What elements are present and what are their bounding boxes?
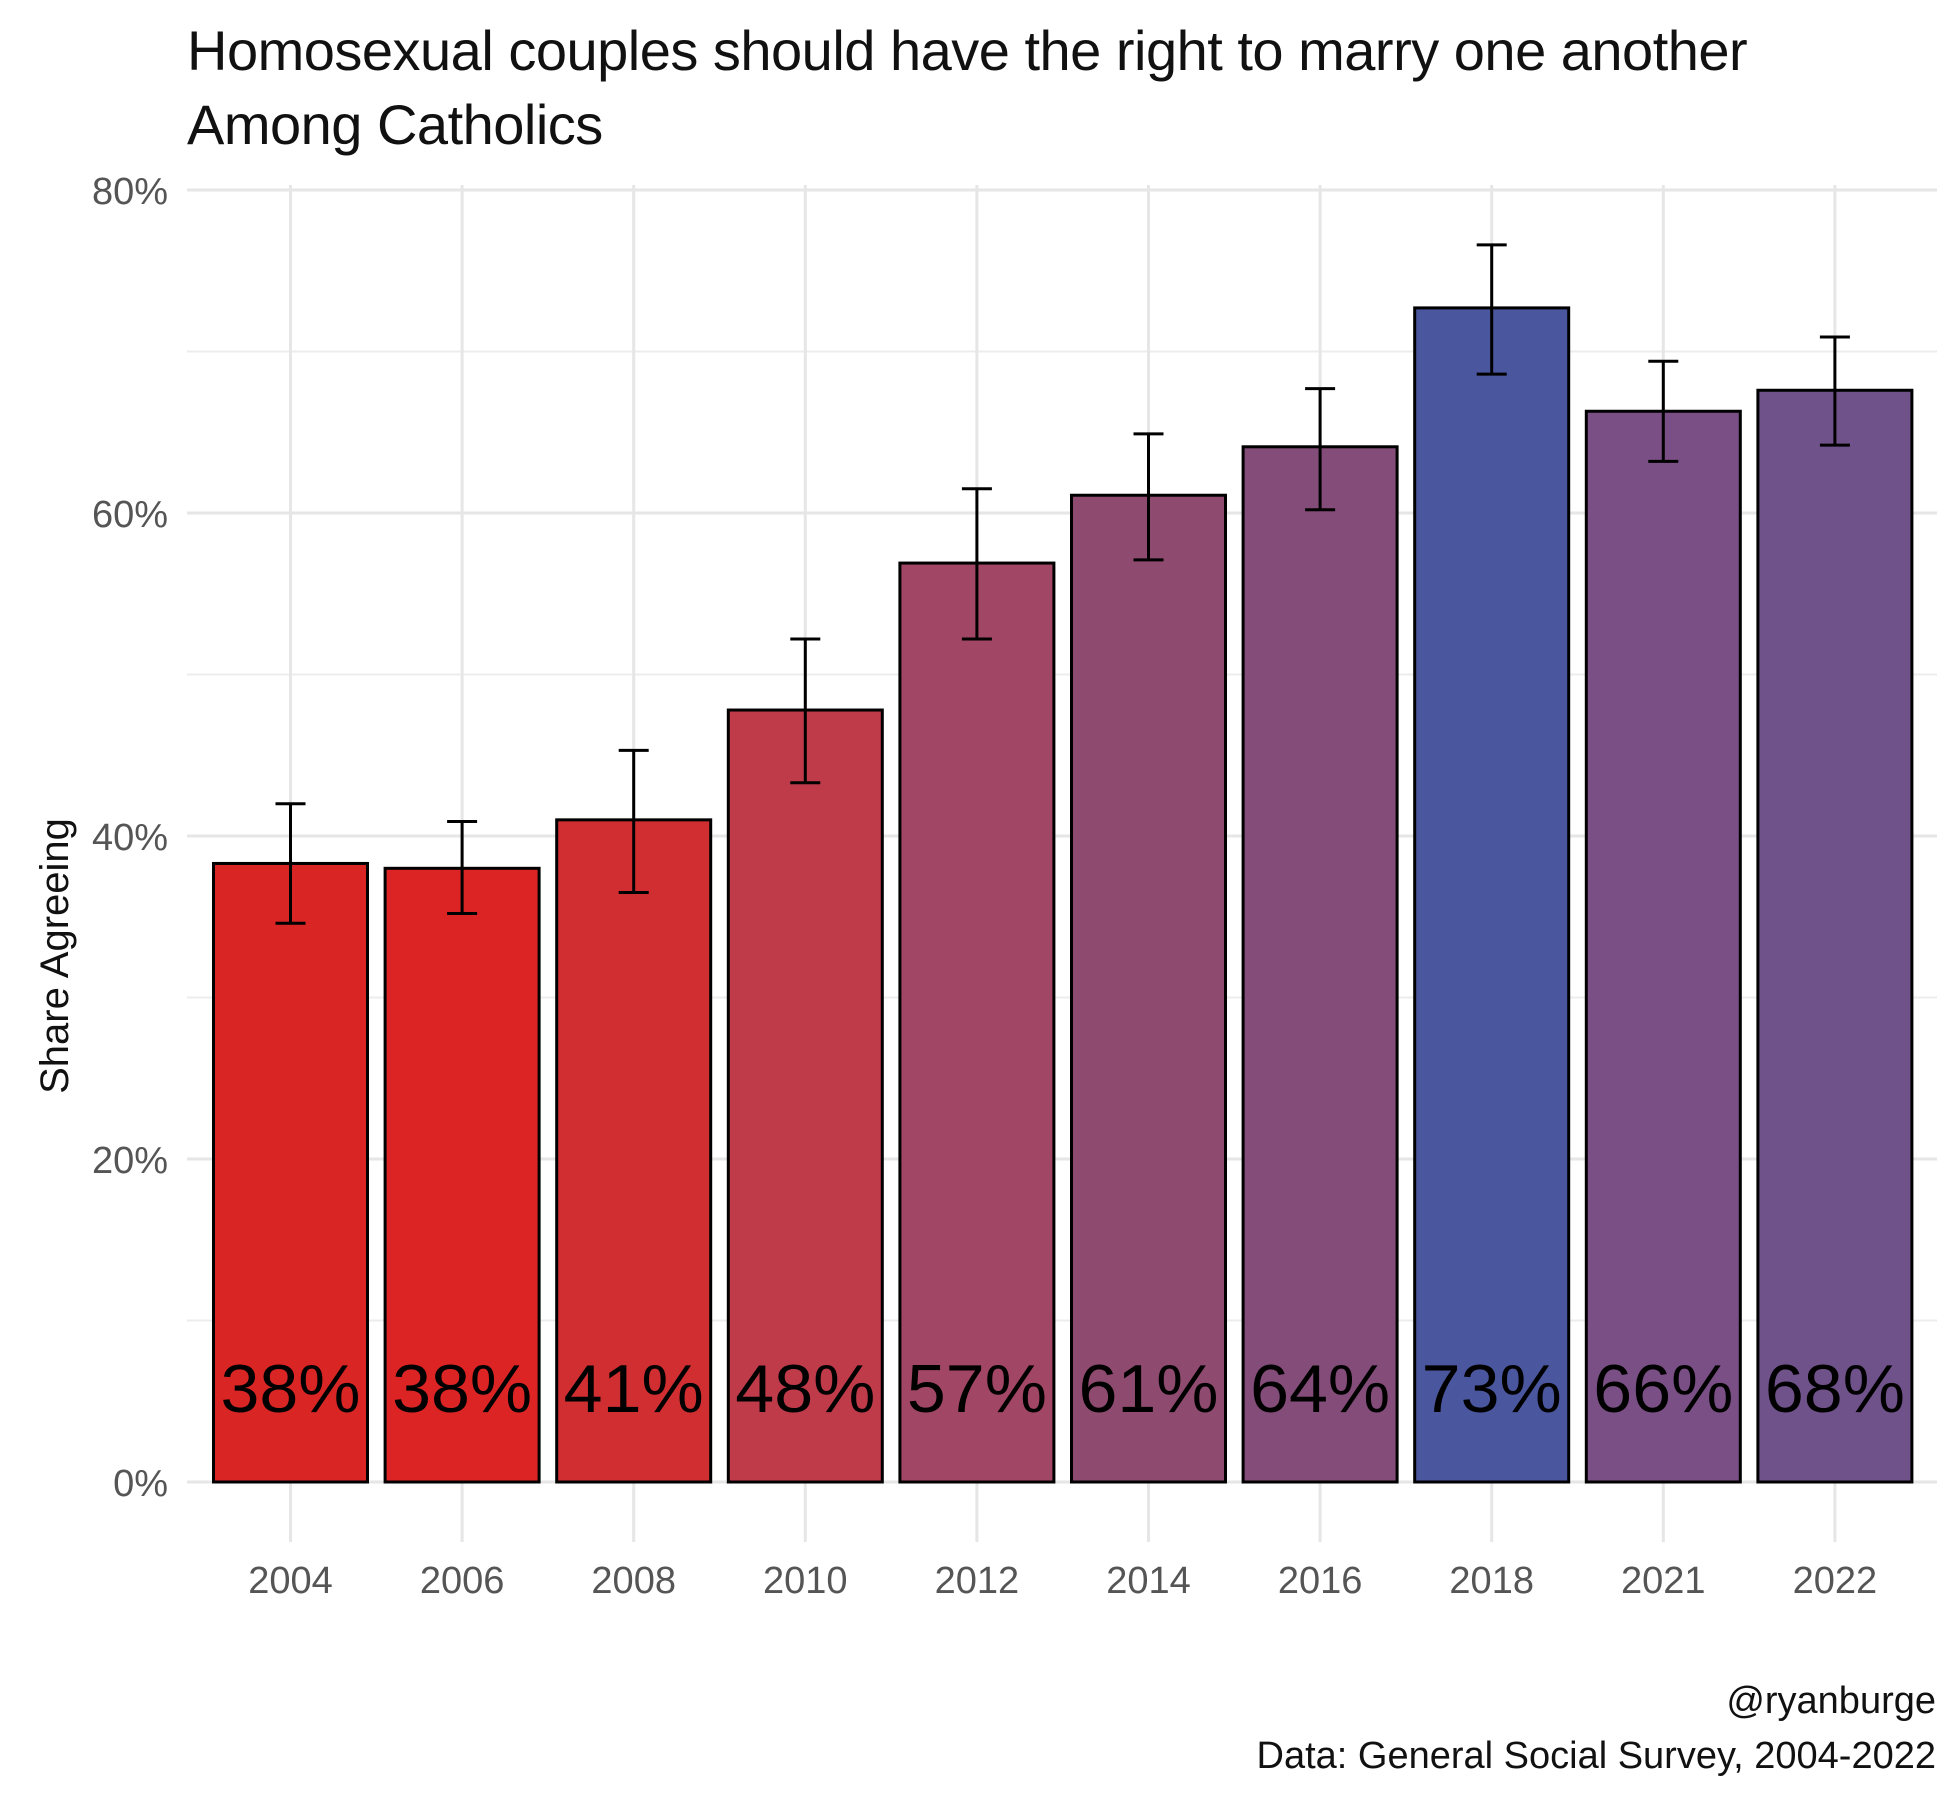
chart-subtitle: Among Catholics [187,93,603,156]
bar-2018 [1413,306,1571,1484]
x-tick-label: 2018 [1449,1560,1534,1602]
caption-source: Data: General Social Survey, 2004-2022 [1256,1735,1936,1777]
x-tick-label: 2014 [1106,1560,1191,1602]
data-label: 73% [1422,1351,1562,1427]
data-label: 64% [1250,1351,1390,1427]
caption-author: @ryanburge [1726,1680,1936,1722]
x-tick-label: 2021 [1621,1560,1706,1602]
data-label: 38% [221,1351,361,1427]
x-tick-label: 2010 [763,1560,848,1602]
bar-2010 [726,708,884,1484]
data-label: 48% [735,1351,875,1427]
chart-title: Homosexual couples should have the right… [187,19,1748,82]
data-label: 38% [392,1351,532,1427]
data-label: 68% [1765,1351,1905,1427]
x-tick-label: 2022 [1793,1560,1878,1602]
x-tick-label: 2016 [1278,1560,1363,1602]
y-tick-label: 80% [92,171,168,213]
bar-2012 [898,561,1056,1484]
bar-2008 [555,818,713,1484]
bar-2016 [1241,445,1399,1484]
data-label: 61% [1079,1351,1219,1427]
x-axis-ticks: 2004 2006 2008 2010 2012 2014 2016 2018 2021 2022 [248,1560,1877,1602]
y-axis-label: Share Agreeing [33,818,77,1094]
x-tick-label: 2006 [420,1560,505,1602]
y-tick-label: 60% [92,494,168,536]
data-label: 57% [907,1351,1047,1427]
bar-2006 [383,866,541,1484]
bar-2014 [1070,493,1227,1484]
value-labels: 38% 38% 41% 48% 57% 61% 64% 73% 66% 68% [221,1351,1905,1427]
y-tick-label: 0% [113,1463,168,1505]
x-tick-label: 2012 [935,1560,1020,1602]
data-label: 66% [1593,1351,1733,1427]
data-label: 41% [564,1351,704,1427]
x-tick-label: 2004 [248,1560,333,1602]
y-axis-ticks: 0% 20% 40% 60% 80% [92,171,168,1505]
error-bars [275,243,1850,925]
x-tick-label: 2008 [591,1560,676,1602]
bars [212,306,1914,1484]
y-tick-label: 20% [92,1140,168,1182]
y-tick-label: 40% [92,817,168,859]
bar-2021 [1584,409,1742,1484]
bar-2022 [1756,388,1914,1484]
